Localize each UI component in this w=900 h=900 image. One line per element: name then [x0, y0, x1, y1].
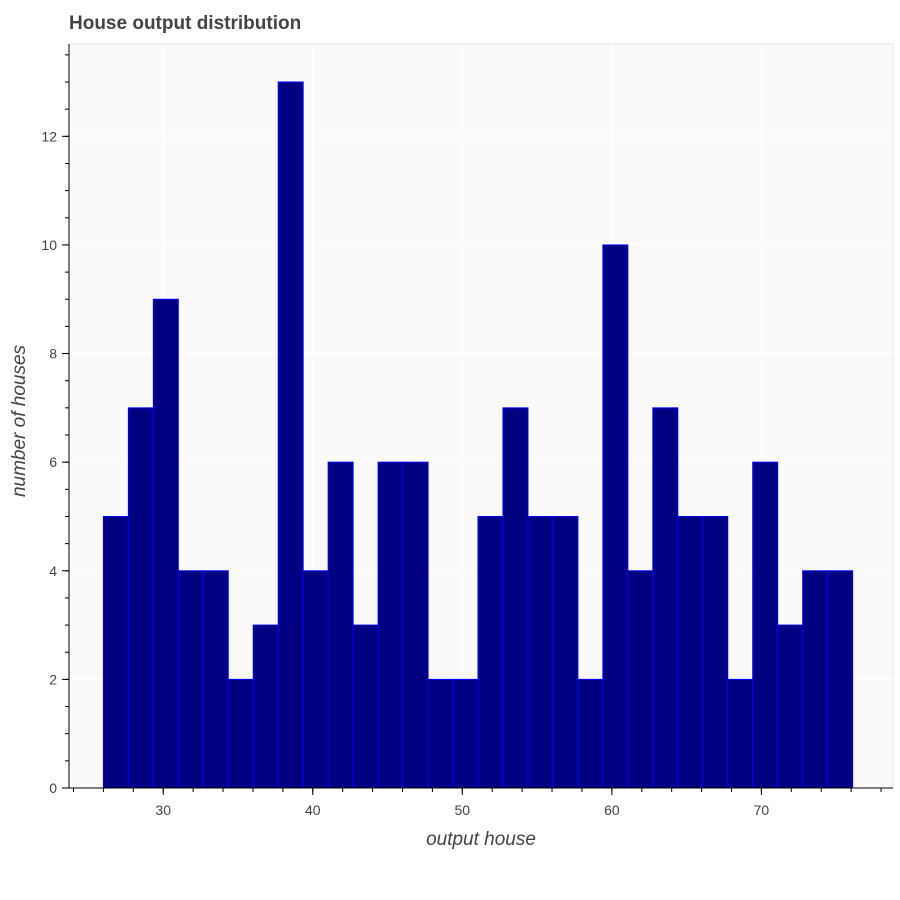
histogram-bar	[102, 515, 129, 789]
histogram-bar	[302, 570, 329, 789]
histogram-bar	[527, 515, 554, 789]
chart-title: House output distribution	[69, 13, 302, 34]
x-tick-label: 70	[754, 802, 770, 818]
histogram-bar	[152, 298, 179, 789]
y-tick-label: 10	[41, 237, 57, 253]
x-tick-label: 30	[155, 802, 171, 818]
histogram-bar	[352, 624, 379, 789]
histogram-bar	[577, 678, 604, 789]
histogram-bar	[502, 407, 529, 789]
histogram-bar	[552, 515, 579, 789]
y-axis-label: number of houses	[9, 344, 30, 497]
y-tick-label: 8	[49, 346, 57, 362]
histogram-bar	[727, 678, 754, 789]
histogram-bar	[277, 81, 304, 789]
histogram-bar	[452, 678, 479, 789]
histogram-bar	[652, 407, 679, 789]
y-tick-label: 6	[49, 454, 57, 470]
histogram-bar	[602, 244, 629, 789]
histogram-bar	[677, 515, 704, 789]
histogram-bar	[777, 624, 804, 789]
x-tick-label: 50	[455, 802, 471, 818]
histogram-bar	[227, 678, 254, 789]
histogram-bar	[177, 570, 204, 789]
axes-group: 0 2 4 6 8 10 12 30 40 50 60 70	[41, 44, 893, 818]
histogram-bar	[752, 461, 779, 789]
y-tick-label: 2	[49, 671, 57, 687]
histogram-bar	[627, 570, 654, 789]
histogram-bar	[377, 461, 404, 789]
histogram-bar	[252, 624, 279, 789]
histogram-bar	[127, 407, 154, 789]
histogram-bar	[702, 515, 729, 789]
histogram-bar	[802, 570, 829, 789]
x-axis-label: output house	[426, 829, 536, 850]
histogram-bar	[827, 570, 854, 789]
histogram-bar	[327, 461, 354, 789]
histogram-bar	[402, 461, 429, 789]
y-tick-label: 12	[41, 128, 57, 144]
x-tick-label: 60	[604, 802, 620, 818]
histogram-bar	[427, 678, 454, 789]
y-tick-label: 4	[49, 563, 57, 579]
x-tick-label: 40	[305, 802, 321, 818]
histogram-bar	[477, 515, 504, 789]
y-tick-label: 0	[49, 780, 57, 796]
histogram-bar	[202, 570, 229, 789]
bars-group	[102, 81, 854, 789]
